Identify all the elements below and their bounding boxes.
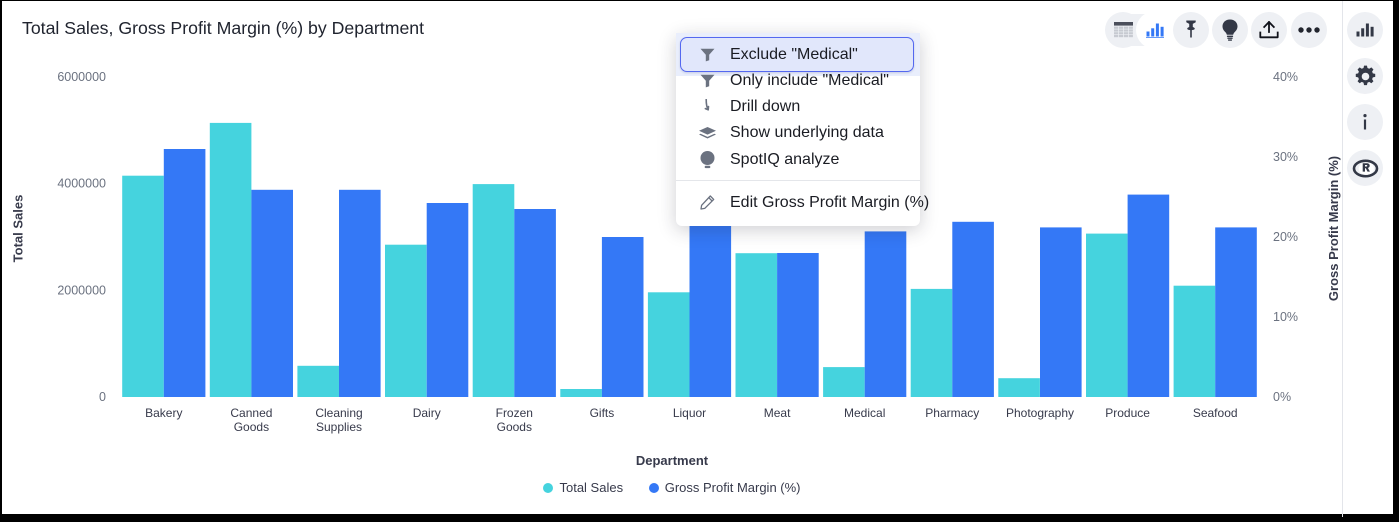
svg-text:6000000: 6000000 (57, 70, 106, 84)
svg-text:Produce: Produce (1105, 406, 1150, 420)
svg-text:Frozen: Frozen (496, 406, 533, 420)
svg-text:Liquor: Liquor (673, 406, 706, 420)
svg-text:Meat: Meat (764, 406, 791, 420)
svg-text:Supplies: Supplies (316, 420, 362, 434)
svg-text:Goods: Goods (234, 420, 269, 434)
svg-text:Gifts: Gifts (590, 406, 615, 420)
svg-text:Seafood: Seafood (1193, 406, 1238, 420)
svg-text:30%: 30% (1273, 150, 1298, 164)
svg-text:Bakery: Bakery (145, 406, 182, 420)
svg-text:2000000: 2000000 (57, 283, 106, 297)
svg-text:Medical: Medical (844, 406, 885, 420)
svg-text:Dairy: Dairy (413, 406, 441, 420)
svg-text:0%: 0% (1273, 390, 1291, 404)
svg-text:Pharmacy: Pharmacy (925, 406, 979, 420)
svg-text:20%: 20% (1273, 230, 1298, 244)
svg-text:Cleaning: Cleaning (315, 406, 362, 420)
svg-text:Photography: Photography (1006, 406, 1074, 420)
svg-text:4000000: 4000000 (57, 177, 106, 191)
svg-text:0: 0 (99, 390, 106, 404)
svg-text:10%: 10% (1273, 310, 1298, 324)
svg-text:Goods: Goods (497, 420, 532, 434)
svg-text:Canned: Canned (230, 406, 272, 420)
svg-text:40%: 40% (1273, 70, 1298, 84)
